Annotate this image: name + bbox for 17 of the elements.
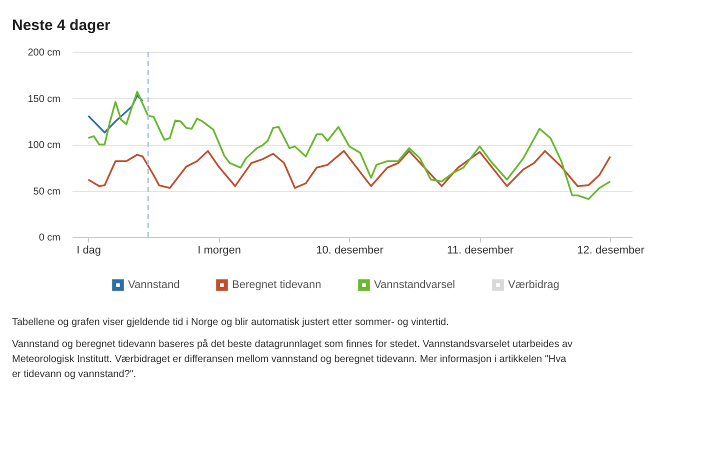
x-tick-label: 11. desember <box>447 244 514 256</box>
x-tick-label: I dag <box>76 244 102 256</box>
text: Tabellene og grafen viser gjeldende tid i Norge og blir automatisk justert etter sommer- og vintertid. <box>12 317 449 328</box>
x-tick-label: 10. desember <box>316 244 384 256</box>
y-tick-label: 0 cm <box>38 232 60 244</box>
text: Vannstand og beregnet tidevann baseres på det beste datagrunnlaget som finnes for stedet. Vannstandsvarselet utarbeides av Meteorologisk Institutt. Værbidraget er differansen mellom vannstand og beregnet tidevann. Mer informasjon i artikkelen "Hva er tidevann og vannstand?". <box>12 338 573 380</box>
chart-title: Neste 4 dager <box>12 17 111 34</box>
y-tick-label: 150 cm <box>28 94 60 105</box>
legend-label: Beregnet tidevann <box>232 279 322 292</box>
legend-label: Vannstand <box>128 279 180 292</box>
x-tick-label: I morgen <box>198 244 242 256</box>
legend-label: Værbidrag <box>508 279 560 292</box>
legend-label: Vannstandvarsel <box>374 279 456 292</box>
y-tick-label: 200 cm <box>28 48 60 58</box>
y-tick-label: 100 cm <box>28 140 60 151</box>
y-tick-label: 50 cm <box>33 186 60 198</box>
x-tick-label: 12. desember <box>577 244 645 256</box>
